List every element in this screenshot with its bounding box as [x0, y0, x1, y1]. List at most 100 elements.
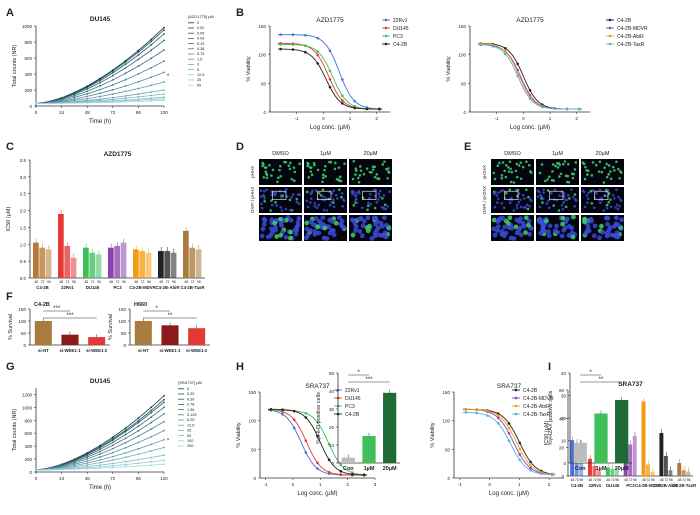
H-left-point	[316, 461, 319, 465]
D-micro-cell	[335, 177, 339, 181]
H-right-point	[475, 408, 478, 411]
E-micro-cell	[497, 191, 500, 195]
E-micro-cell	[516, 219, 522, 224]
G-point	[150, 443, 153, 446]
E-micro-cell	[495, 228, 500, 233]
E-ytick-label: 0	[563, 461, 566, 466]
D-micro-cell	[330, 201, 334, 204]
D-micro-cell	[288, 167, 292, 171]
H-right-point	[496, 414, 500, 417]
E-micro-cell	[493, 192, 496, 196]
E-micro-cell	[561, 194, 564, 198]
F-left-sig-label: ***	[66, 313, 74, 319]
D-micro-cell	[284, 160, 288, 164]
F-right-ylabel: % Survival	[108, 314, 114, 340]
D-micro-cell	[320, 215, 326, 221]
E-micro-cell	[559, 233, 565, 239]
D-micro-cell	[263, 197, 266, 200]
A-point	[124, 59, 127, 62]
D-micro-cell	[275, 204, 278, 207]
A-point	[137, 93, 140, 95]
C-bar	[189, 247, 196, 278]
C-group-label: PC3	[113, 285, 122, 290]
I-sub-label: 72	[611, 478, 615, 482]
E-micro-cell	[541, 201, 544, 204]
D-micro-cell	[381, 197, 384, 200]
E-micro-cell	[619, 198, 622, 201]
D-micro-cell	[265, 188, 268, 192]
D-micro-cell	[354, 173, 357, 176]
A-point	[137, 80, 140, 83]
E-micro-cell	[570, 234, 576, 240]
I-sub-label: 96	[580, 478, 584, 482]
D-micro-cell	[333, 167, 337, 171]
C-group-label: DU145	[86, 285, 100, 290]
A-point	[99, 79, 101, 82]
D-micro-cell	[379, 223, 385, 229]
E-micro-cell	[491, 226, 497, 232]
E-micro-cell	[583, 205, 587, 209]
B-right-title: AZD1775	[516, 17, 544, 24]
G-xlabel: Time (h)	[89, 485, 111, 491]
B-right-legend-label: C4-2B	[617, 18, 632, 24]
B-right-ytick-label: 100	[458, 53, 466, 58]
D-micro-cell	[313, 163, 316, 167]
E-micro-cell	[547, 175, 551, 179]
E-micro-cell	[556, 166, 560, 169]
E-micro-cell	[555, 229, 561, 235]
A-point	[99, 92, 101, 95]
E-micro-cell	[558, 194, 562, 197]
G-point	[111, 436, 114, 439]
E-micro-cell	[509, 180, 513, 184]
H-right-ytick-label: 150	[442, 390, 450, 395]
C-sub-label: 48	[109, 280, 113, 284]
E-micro-cell	[525, 222, 531, 228]
I-group-label: PC3	[626, 483, 635, 488]
A-point	[124, 72, 127, 75]
F-right-title: H660	[134, 302, 147, 308]
D-sig-label: ***	[365, 377, 373, 383]
H-right-point	[507, 439, 511, 443]
D-micro-cell	[290, 195, 293, 199]
G-legend-label: 100	[187, 439, 193, 443]
B-right-legend-marker	[608, 42, 612, 46]
D-micro-zoom-box	[362, 190, 377, 200]
D-micro-cell	[381, 215, 387, 221]
D-micro-cell	[352, 204, 356, 207]
C-group-label: C4-2B	[36, 285, 48, 290]
F-left-category-label: si-NT	[38, 348, 49, 353]
H-left-point	[316, 467, 319, 470]
D-micro-cell	[375, 173, 379, 176]
C-group-label: 22Rv1	[61, 285, 74, 290]
D-micro-cell	[290, 177, 294, 181]
E-micro-cell	[606, 188, 610, 192]
E-micro-cell	[611, 165, 615, 169]
D-micro-cell	[323, 198, 327, 202]
F-left-bar	[61, 334, 79, 345]
D-micro-cell	[351, 217, 356, 223]
E-micro-cell	[594, 191, 598, 195]
D-micro-cell	[332, 189, 336, 193]
D-micro-cell	[313, 216, 319, 221]
A-point	[111, 79, 114, 81]
H-right-point	[496, 412, 500, 415]
A-point	[99, 81, 101, 84]
I-bar	[677, 463, 682, 476]
D-micro-cell	[279, 175, 283, 178]
D-micro-cell	[284, 207, 288, 211]
D-micro-cell	[373, 175, 377, 179]
G-point	[111, 451, 114, 454]
H-right-legend-marker	[514, 404, 518, 408]
F-left-ytick-label: 150	[18, 307, 26, 312]
D-micro-cell	[354, 167, 358, 170]
G-point	[111, 462, 114, 465]
A-point	[150, 57, 153, 60]
A-point	[163, 33, 165, 35]
A-xtick-label: 120	[160, 110, 168, 115]
G-point	[99, 453, 101, 455]
E-micro-cell	[589, 218, 594, 224]
D-micro-zoom-box	[317, 190, 332, 200]
H-left-point	[304, 412, 308, 415]
D-micro-cell	[333, 220, 339, 226]
D-micro-cell	[365, 215, 371, 221]
